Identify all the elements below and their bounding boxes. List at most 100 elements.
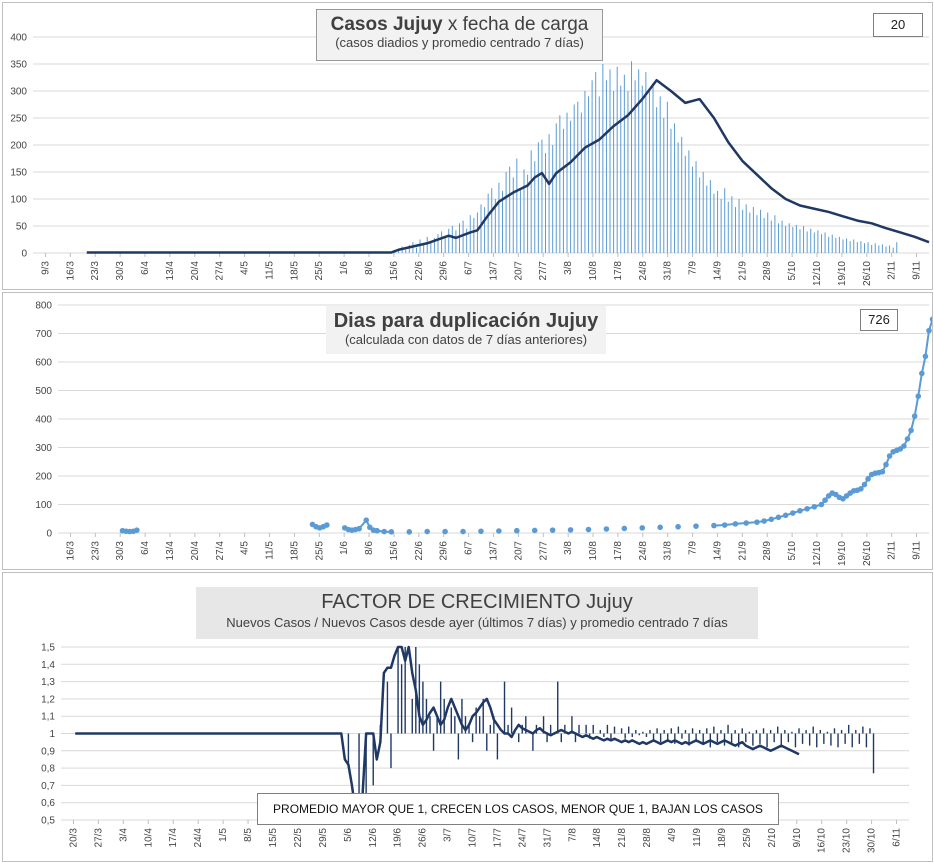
factor-xtick-label: 17/4: [168, 828, 179, 848]
duplicacion-point: [381, 528, 387, 535]
duplicacion-point: [861, 481, 868, 488]
duplicacion-xtick-label: 20/4: [190, 541, 201, 561]
casos-xtick-label: 18/5: [289, 261, 300, 281]
casos-xtick-label: 22/6: [414, 261, 425, 281]
duplicacion-point: [721, 522, 728, 528]
duplicacion-xtick-label: 27/4: [215, 541, 226, 561]
duplicacion-point: [424, 528, 430, 535]
duplicacion-point: [567, 527, 574, 533]
duplicacion-xtick-label: 30/3: [115, 541, 126, 561]
duplicacion-point: [639, 525, 646, 531]
duplicacion-point: [711, 522, 717, 529]
duplicacion-point: [693, 523, 699, 529]
factor-xtick-label: 3/4: [118, 828, 129, 842]
duplicacion-xtick-label: 4/5: [240, 541, 251, 555]
duplicacion-point: [775, 514, 782, 521]
duplicacion-point: [478, 528, 484, 535]
factor-ytick-label: 1,2: [41, 694, 55, 705]
factor-xtick-label: 25/9: [742, 828, 753, 848]
duplicacion-point: [789, 510, 796, 516]
casos-xtick-label: 9/11: [912, 261, 923, 280]
factor-title-box: FACTOR DE CRECIMIENTO Jujuy Nuevos Casos…: [196, 587, 758, 639]
factor-xtick-label: 30/10: [867, 828, 878, 853]
duplicacion-point: [531, 527, 538, 534]
duplicacion-point: [657, 524, 663, 531]
duplicacion-point: [406, 529, 413, 535]
factor-xtick-label: 28/8: [642, 828, 653, 848]
duplicacion-ytick-label: 200: [35, 472, 52, 483]
duplicacion-xtick-label: 15/6: [389, 541, 400, 561]
duplicacion-point: [754, 519, 760, 525]
factor-xtick-label: 2/10: [767, 828, 778, 848]
duplicacion-xtick-label: 17/8: [613, 541, 624, 561]
casos-xtick-label: 5/10: [787, 261, 798, 281]
factor-xtick-label: 5/6: [343, 828, 354, 842]
casos-ytick-label: 150: [10, 168, 27, 179]
duplicacion-xtick-label: 13/7: [489, 541, 500, 561]
duplicacion-xtick-label: 8/6: [364, 541, 375, 555]
casos-title-bold: Casos Jujuy: [330, 14, 443, 35]
casos-xtick-label: 29/6: [439, 261, 450, 281]
duplicacion-point: [356, 525, 362, 532]
factor-xtick-label: 1/5: [218, 828, 229, 842]
factor-xtick-label: 31/7: [542, 828, 553, 848]
duplicacion-title: Dias para duplicación Jujuy: [333, 310, 599, 332]
duplicacion-point: [879, 468, 886, 475]
casos-xtick-label: 8/6: [364, 261, 375, 275]
duplicacion-ytick-label: 0: [46, 529, 52, 540]
casos-ytick-label: 400: [10, 33, 27, 44]
duplicacion-xtick-label: 10/8: [588, 541, 599, 561]
casos-xtick-label: 19/10: [837, 261, 848, 286]
casos-ytick-label: 250: [10, 114, 27, 125]
duplicacion-ytick-label: 500: [35, 386, 52, 397]
factor-ytick-label: 1: [49, 729, 55, 740]
duplicacion-chart-svg: 0 100 200 300 400 500 600 700 800 16/3 23/3 30/3 6/4…: [35, 301, 932, 566]
factor-ytick-label: 0,7: [41, 781, 55, 792]
factor-xtick-label: 20/3: [68, 828, 79, 848]
duplicacion-point: [134, 527, 140, 533]
casos-xtick-label: 13/7: [488, 261, 499, 281]
duplicacion-xtick-label: 27/7: [538, 541, 549, 561]
duplicacion-point: [922, 353, 929, 360]
casos-xtick-label: 31/8: [663, 261, 674, 281]
duplicacion-point: [549, 527, 556, 533]
duplicacion-point: [513, 527, 520, 534]
duplicacion-point: [388, 529, 395, 535]
casos-last-value-badge: 20: [873, 13, 923, 37]
factor-xtick-label: 6/11: [892, 828, 903, 847]
duplicacion-point: [585, 526, 592, 533]
factor-xtick-label: 21/8: [617, 828, 628, 848]
casos-ytick-label: 200: [10, 141, 27, 152]
factor-xtick-label: 3/7: [443, 828, 454, 842]
duplicacion-series-line: [713, 317, 932, 527]
factor-xtick-label: 24/7: [517, 828, 528, 848]
factor-chart-panel: 0,5 0,6 0,7 0,8 0,9 1 1,1 1,2 1,3 1,4 1,5 20/3 27/3 3…: [2, 572, 933, 862]
factor-subtitle: Nuevos Casos / Nuevos Casos desde ayer (…: [226, 615, 728, 630]
casos-ytick-label: 0: [21, 249, 27, 260]
casos-xtick-label: 28/9: [762, 261, 773, 281]
factor-ytick-label: 0,6: [41, 798, 55, 809]
factor-ytick-label: 0,9: [41, 746, 55, 757]
duplicacion-ytick-label: 600: [35, 358, 52, 369]
factor-xtick-label: 23/10: [842, 828, 853, 853]
duplicacion-last-value-badge: 726: [860, 309, 898, 331]
factor-ytick-label: 0,8: [41, 764, 55, 775]
casos-xtick-label: 26/10: [862, 261, 873, 286]
factor-xtick-label: 19/6: [393, 828, 404, 848]
duplicacion-point: [901, 443, 907, 449]
casos-subtitle: (casos diadios y promedio centrado 7 día…: [335, 34, 584, 50]
casos-title-rest: x fecha de carga: [442, 14, 589, 35]
factor-xtick-label: 4/9: [667, 828, 678, 842]
duplicacion-ytick-label: 800: [35, 301, 52, 312]
factor-ytick-label: 1,4: [41, 660, 55, 671]
casos-xtick-label: 20/4: [190, 261, 201, 281]
casos-xtick-label: 7/9: [688, 261, 699, 275]
casos-xtick-label: 1/6: [339, 261, 350, 275]
casos-ytick-label: 350: [10, 60, 27, 71]
factor-explanation-note: PROMEDIO MAYOR QUE 1, CRECEN LOS CASOS, …: [257, 793, 779, 825]
duplicacion-xtick-label: 26/10: [862, 541, 873, 566]
duplicacion-xtick-label: 20/7: [513, 541, 524, 561]
factor-ytick-label: 1,1: [41, 712, 55, 723]
factor-xtick-label: 26/6: [418, 828, 429, 848]
factor-xtick-label: 24/4: [193, 828, 204, 848]
